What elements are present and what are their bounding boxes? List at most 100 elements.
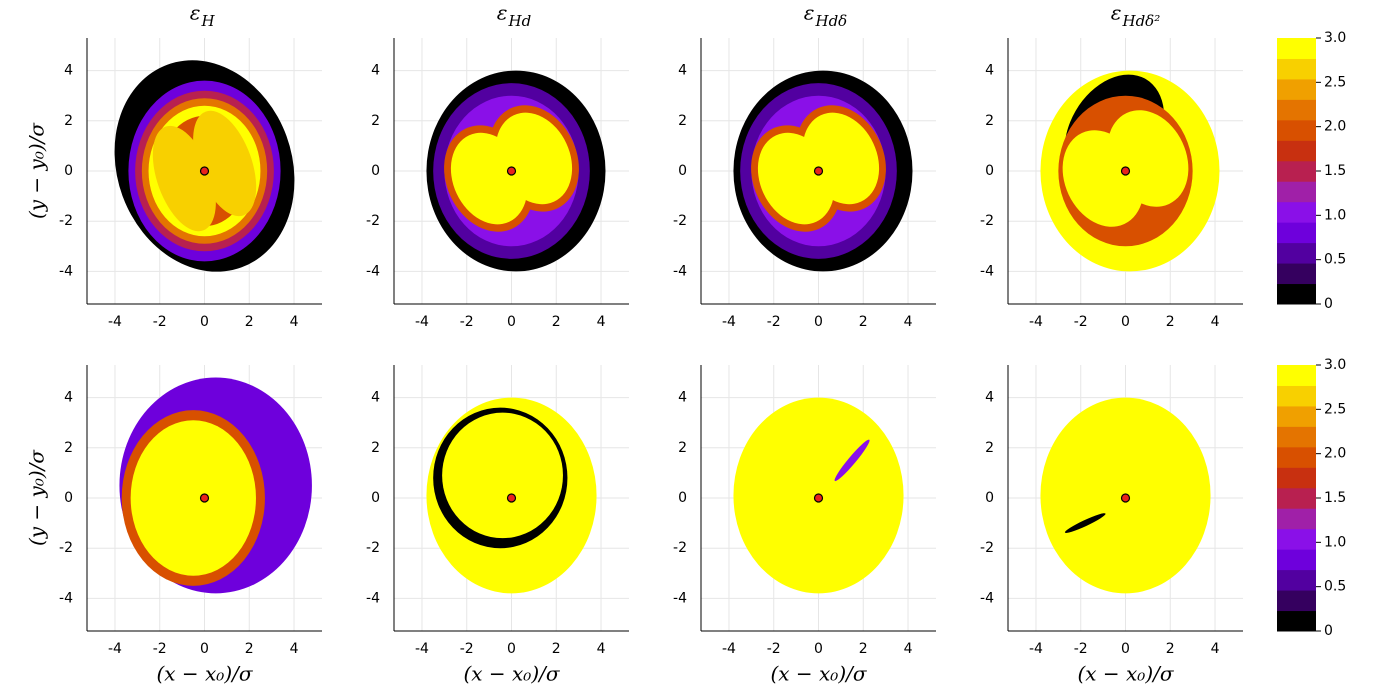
- contour-region: [193, 110, 257, 217]
- y-tick-label: 4: [371, 390, 380, 406]
- x-tick-label: -2: [1074, 314, 1088, 330]
- y-tick-label: 4: [678, 390, 687, 406]
- colorbar-band: [1277, 119, 1316, 141]
- colorbar-band: [1277, 160, 1316, 182]
- y-tick-label: -4: [980, 263, 994, 279]
- panel: -4 -2 0 2 4 -4 -2 0 2 4 ε H (y − y₀)/σ: [25, 1, 322, 330]
- contour-region: [442, 412, 563, 539]
- contour-region: [834, 439, 870, 482]
- x-tick-label: 0: [814, 314, 823, 330]
- y-tick-label: 0: [678, 163, 687, 179]
- y-axis-label: (y − y₀)/σ: [25, 122, 49, 219]
- x-tick-label: 4: [597, 314, 606, 330]
- y-tick-label: -4: [59, 590, 73, 606]
- colorbar-band: [1277, 58, 1316, 80]
- y-tick-label: 4: [985, 63, 994, 79]
- colorbar-band: [1277, 569, 1316, 591]
- y-tick-label: 2: [64, 113, 73, 129]
- title-subscript: Hd: [508, 12, 532, 30]
- colorbar-band: [1277, 426, 1316, 448]
- x-tick-label: 2: [245, 641, 254, 657]
- panel: -4 -2 0 2 4 -4 -2 0 2 4 (x − x₀)/σ: [366, 365, 629, 686]
- x-tick-label: 0: [814, 641, 823, 657]
- x-tick-label: -4: [1029, 641, 1043, 657]
- y-tick-label: -2: [59, 213, 73, 229]
- y-tick-label: -2: [980, 213, 994, 229]
- colorbar-tick-label: 2.5: [1324, 74, 1346, 90]
- colorbar-band: [1277, 385, 1316, 407]
- y-tick-label: 2: [985, 113, 994, 129]
- x-tick-label: 2: [245, 314, 254, 330]
- x-tick-label: 0: [200, 641, 209, 657]
- y-tick-label: 2: [678, 113, 687, 129]
- y-axis-label: (y − y₀)/σ: [25, 449, 49, 546]
- colorbar-tick-label: 0: [1324, 623, 1333, 639]
- x-tick-label: 2: [859, 641, 868, 657]
- x-tick-label: -2: [1074, 641, 1088, 657]
- panel: -4 -2 0 2 4 -4 -2 0 2 4 ε Hdδ: [673, 1, 936, 330]
- x-tick-label: 4: [1211, 641, 1220, 657]
- title-symbol: ε: [497, 1, 508, 25]
- panel: -4 -2 0 2 4 -4 -2 0 2 4 ε Hd: [366, 1, 629, 330]
- x-tick-label: 0: [507, 314, 516, 330]
- x-tick-label: 2: [552, 641, 561, 657]
- y-tick-label: -4: [673, 263, 687, 279]
- y-tick-label: -2: [59, 540, 73, 556]
- y-tick-label: -4: [980, 590, 994, 606]
- y-tick-label: -2: [673, 213, 687, 229]
- colorbar-tick-label: 0: [1324, 296, 1333, 312]
- x-tick-label: -2: [153, 314, 167, 330]
- y-tick-label: 2: [371, 440, 380, 456]
- x-tick-label: -4: [722, 641, 736, 657]
- y-tick-label: 4: [64, 390, 73, 406]
- panel: -4 -2 0 2 4 -4 -2 0 2 4 (x − x₀)/σ 0 0.5 1.0 1.5 2.0 2.5…: [980, 357, 1346, 686]
- colorbar-band: [1277, 99, 1316, 121]
- colorbar-tick-label: 2.0: [1324, 446, 1346, 462]
- colorbar-tick-label: 2.5: [1324, 401, 1346, 417]
- panel: -4 -2 0 2 4 -4 -2 0 2 4 (x − x₀)/σ: [673, 365, 936, 686]
- x-tick-label: -4: [1029, 314, 1043, 330]
- x-tick-label: -2: [767, 641, 781, 657]
- x-tick-label: -4: [722, 314, 736, 330]
- colorbar-tick-label: 1.5: [1324, 163, 1346, 179]
- y-tick-label: -2: [366, 213, 380, 229]
- marker-point: [1120, 166, 1131, 176]
- x-tick-label: 2: [552, 314, 561, 330]
- marker-point: [506, 166, 517, 176]
- marker-point: [813, 493, 824, 503]
- colorbar-band: [1277, 590, 1316, 612]
- y-tick-label: 0: [64, 163, 73, 179]
- x-tick-label: -2: [460, 641, 474, 657]
- marker-point: [199, 166, 210, 176]
- colorbar-tick-label: 1.0: [1324, 534, 1346, 550]
- x-tick-label: 2: [859, 314, 868, 330]
- colorbar-tick-label: 1.5: [1324, 490, 1346, 506]
- y-tick-label: 0: [985, 490, 994, 506]
- x-tick-label: 2: [1166, 314, 1175, 330]
- colorbar-band: [1277, 78, 1316, 100]
- y-tick-label: 0: [678, 490, 687, 506]
- colorbar-tick-label: 2.0: [1324, 119, 1346, 135]
- y-tick-label: 2: [985, 440, 994, 456]
- title-subscript: H: [201, 12, 216, 30]
- y-tick-label: 0: [371, 163, 380, 179]
- y-tick-label: 2: [371, 113, 380, 129]
- y-tick-label: 4: [985, 390, 994, 406]
- y-tick-label: 0: [371, 490, 380, 506]
- colorbar-band: [1277, 242, 1316, 264]
- marker-point: [199, 493, 210, 503]
- x-tick-label: 0: [507, 641, 516, 657]
- y-tick-label: -2: [366, 540, 380, 556]
- x-tick-label: -2: [153, 641, 167, 657]
- x-tick-label: -4: [415, 314, 429, 330]
- colorbar-band: [1277, 283, 1316, 305]
- x-axis-label: (x − x₀)/σ: [156, 662, 253, 686]
- x-axis-label: (x − x₀)/σ: [463, 662, 560, 686]
- x-tick-label: 0: [1121, 641, 1130, 657]
- colorbar-band: [1277, 263, 1316, 285]
- y-tick-label: -4: [366, 263, 380, 279]
- x-tick-label: 2: [1166, 641, 1175, 657]
- y-tick-label: -4: [673, 590, 687, 606]
- colorbar-band: [1277, 38, 1316, 59]
